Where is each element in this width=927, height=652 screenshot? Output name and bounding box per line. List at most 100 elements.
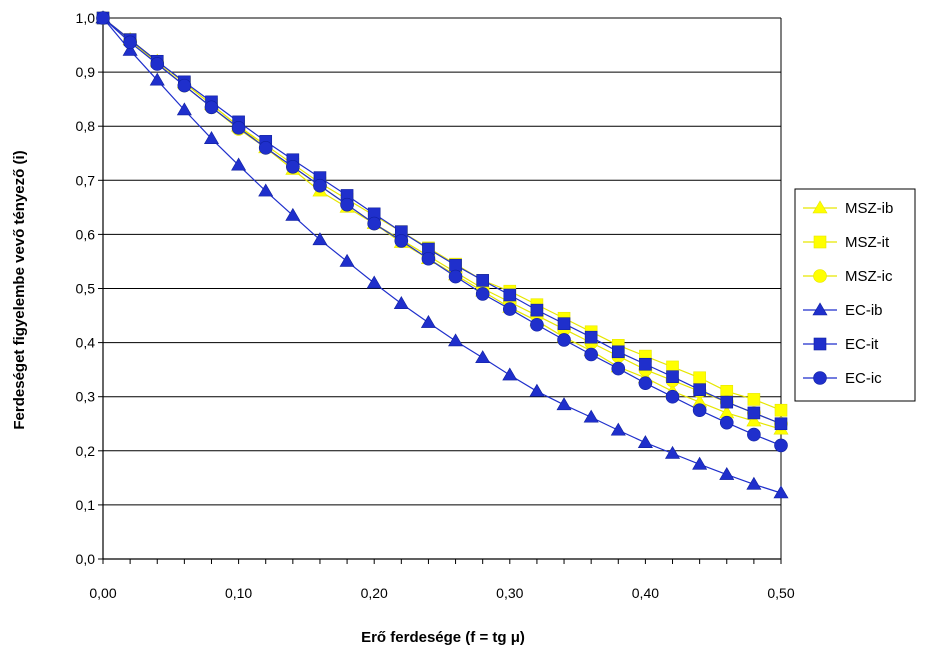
data-point — [476, 274, 489, 287]
data-point — [774, 438, 788, 453]
data-point — [312, 232, 328, 246]
data-point — [394, 234, 409, 248]
x-tick-label: 0,10 — [225, 585, 252, 601]
data-point — [150, 57, 165, 71]
x-tick-label: 0,20 — [361, 585, 388, 601]
data-point — [420, 314, 436, 328]
data-point — [747, 393, 761, 406]
data-point — [584, 330, 598, 344]
data-point — [693, 371, 706, 385]
data-point — [340, 197, 354, 212]
series-msz-ib — [95, 10, 789, 435]
legend: MSZ-ib MSZ-it MSZ-ic EC-ib EC-it EC-ic — [794, 188, 916, 402]
legend-marker — [813, 337, 827, 351]
data-point — [637, 435, 653, 448]
data-point — [367, 216, 382, 231]
x-tick-label: 0,40 — [632, 585, 659, 601]
data-point — [285, 207, 301, 221]
data-point — [610, 422, 626, 436]
data-point — [584, 347, 598, 362]
data-point — [286, 159, 300, 174]
series-ec-ib — [95, 10, 789, 499]
legend-marker — [813, 269, 827, 283]
data-point — [339, 253, 355, 267]
data-point — [366, 275, 382, 289]
data-point — [123, 35, 137, 50]
data-point — [747, 406, 761, 420]
data-point — [665, 389, 680, 404]
data-point — [475, 287, 490, 301]
data-point — [720, 395, 734, 409]
legend-marker — [813, 235, 827, 249]
data-point — [664, 445, 681, 459]
data-point — [611, 361, 626, 376]
data-point — [773, 485, 789, 499]
data-point — [503, 288, 517, 302]
x-tick-label: 0,50 — [767, 585, 794, 601]
series-line — [102, 17, 782, 411]
series-ec-ic — [96, 11, 788, 453]
data-point — [203, 131, 220, 144]
legend-label: EC-ib — [845, 302, 883, 319]
legend-item: EC-it — [803, 336, 879, 353]
data-point — [258, 141, 273, 155]
legend-label: MSZ-ic — [845, 268, 893, 285]
x-tick-label: 0,30 — [496, 585, 523, 601]
y-tick-label: 0,6 — [76, 226, 96, 242]
series-msz-ic — [96, 11, 788, 431]
data-point — [149, 72, 165, 86]
data-point — [746, 476, 762, 490]
data-point — [96, 11, 110, 25]
data-point — [530, 303, 544, 317]
x-tick-label: 0,00 — [89, 585, 116, 601]
y-tick-label: 0,5 — [76, 281, 96, 297]
y-tick-label: 0,9 — [76, 64, 96, 80]
data-point — [719, 467, 735, 480]
data-point — [692, 403, 707, 418]
y-tick-label: 1,0 — [76, 10, 96, 26]
y-tick-label: 0,7 — [76, 172, 96, 188]
series-line — [102, 17, 782, 446]
data-point — [393, 296, 409, 309]
data-point — [530, 317, 544, 332]
gridlines — [98, 17, 781, 560]
data-point — [556, 397, 572, 411]
data-point — [774, 417, 788, 431]
legend-box — [794, 188, 916, 402]
y-tick-label: 0,3 — [76, 389, 96, 405]
data-point — [774, 403, 788, 417]
legend-item: MSZ-ib — [803, 200, 893, 217]
legend-item: EC-ic — [803, 370, 882, 387]
data-point — [502, 302, 517, 316]
data-point — [258, 183, 274, 197]
data-point — [639, 357, 652, 371]
data-point — [502, 367, 518, 381]
data-point — [421, 251, 436, 266]
y-axis-label: Ferdeséget figyelembe vevő tényező (i) — [11, 150, 28, 429]
data-point — [638, 376, 653, 390]
legend-item: MSZ-ic — [803, 268, 893, 285]
y-tick-label: 0,8 — [76, 118, 96, 134]
legend-label: MSZ-ib — [845, 200, 893, 217]
legend-marker — [813, 371, 827, 385]
y-tick-labels: 0,0 0,1 0,2 0,3 0,4 0,5 0,6 0,7 0,8 0,9 1,0 — [76, 10, 96, 567]
data-point — [666, 370, 679, 383]
data-point — [204, 100, 219, 115]
series-msz-it — [96, 11, 788, 417]
legend-label: EC-ic — [845, 370, 882, 387]
series-line — [102, 17, 782, 425]
y-tick-label: 0,2 — [76, 443, 96, 459]
legend-label: EC-it — [845, 336, 879, 353]
x-axis-label: Erő ferdesége (f = tg μ) — [361, 629, 525, 646]
data-point — [747, 427, 761, 442]
data-point — [529, 383, 545, 397]
data-point — [692, 456, 708, 470]
data-point — [449, 258, 462, 272]
data-point — [557, 317, 571, 330]
legend-item: MSZ-it — [803, 234, 890, 251]
data-point — [176, 102, 192, 116]
legend-item: EC-ib — [803, 302, 883, 319]
data-point — [611, 345, 625, 359]
x-tick-labels: 0,00 0,10 0,20 0,30 0,40 0,50 — [89, 585, 794, 601]
